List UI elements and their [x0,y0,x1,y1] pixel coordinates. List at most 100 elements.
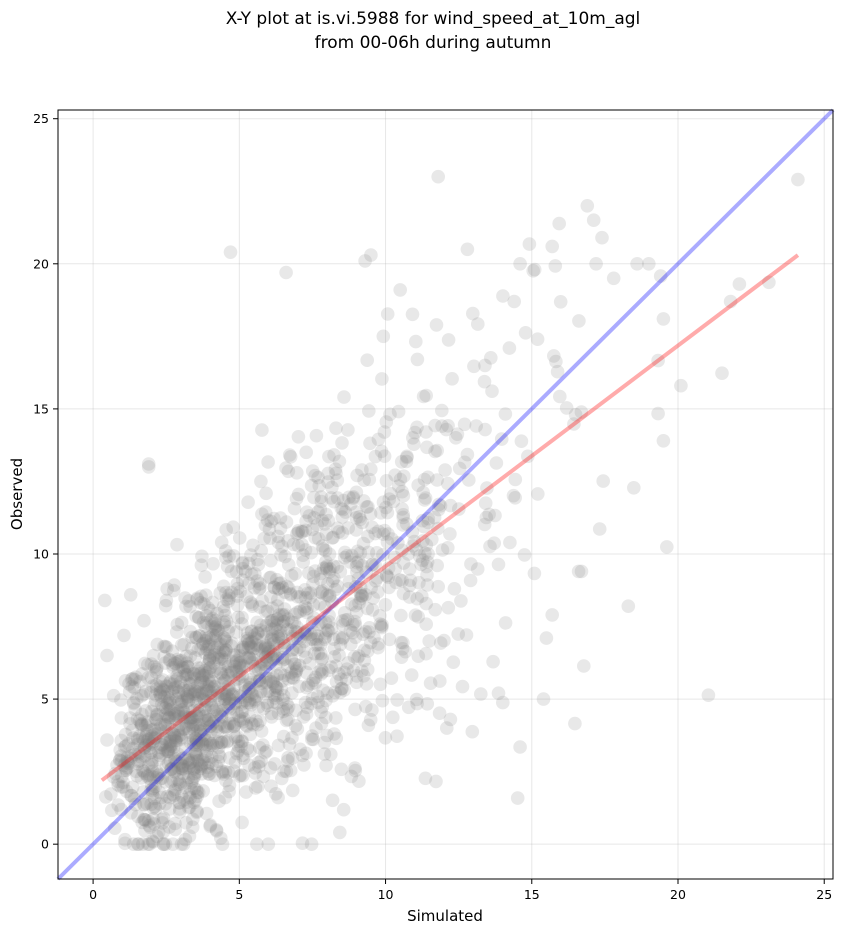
scatter-point [326,559,341,573]
scatter-point [280,579,294,594]
scatter-point [298,695,313,710]
scatter-point [271,706,286,721]
scatter-point [151,722,166,736]
scatter-point [188,684,202,699]
scatter-point [191,664,206,678]
scatter-point [163,702,178,716]
scatter-point [178,705,193,720]
scatter-point [190,591,204,606]
scatter-point [136,837,150,851]
scatter-point [144,670,159,685]
scatter-point [285,631,300,646]
scatter-point [185,719,200,734]
scatter-point [272,608,287,622]
scatter-point [199,588,213,602]
scatter-point [177,722,192,736]
scatter-point [295,836,310,850]
scatter-point [221,679,236,693]
scatter-point [467,359,481,374]
scatter-point [270,624,285,639]
scatter-point [421,470,435,485]
scatter-point [112,753,127,768]
scatter-point [314,705,328,719]
scatter-point [324,747,338,762]
scatter-point [327,727,341,741]
scatter-point [285,615,299,629]
scatter-point [199,629,213,643]
scatter-point [153,720,168,735]
scatter-point [210,606,224,621]
scatter-point [137,613,151,628]
scatter-point [146,812,160,826]
scatter-point [441,333,456,347]
scatter-point [371,432,386,447]
scatter-point [237,712,251,726]
scatter-point [160,717,175,731]
scatter-point [319,527,334,541]
scatter-point [220,719,234,734]
scatter-point [121,756,136,771]
scatter-point [124,788,138,803]
scatter-point [226,717,240,731]
scatter-point [239,718,254,732]
scatter-point [175,694,189,708]
scatter-point [335,436,349,450]
scatter-point [253,714,267,728]
scatter-point [154,690,168,704]
scatter-point [207,714,221,729]
scatter-point [357,669,371,683]
scatter-point [136,687,150,702]
scatter-point [302,566,316,580]
scatter-point [450,427,465,442]
scatter-point [266,675,280,689]
scatter-point [247,659,262,674]
scatter-point [153,688,168,702]
scatter-point [236,640,250,654]
scatter-point [177,664,192,678]
scatter-point [153,674,167,689]
scatter-point [267,636,281,650]
scatter-point [177,683,192,698]
scatter-point [514,434,529,449]
scatter-point [217,618,231,632]
scatter-point [410,352,425,367]
scatter-point [198,663,212,678]
scatter-point [209,719,224,733]
scatter-point [241,650,256,664]
scatter-point [220,665,234,680]
scatter-point [348,618,363,632]
scatter-point [315,586,330,600]
scatter-point [330,560,345,574]
scatter-point [329,711,343,725]
scatter-point [167,747,181,762]
scatter-point [131,757,145,771]
scatter-point [332,525,346,539]
scatter-point [349,675,364,690]
scatter-point [119,739,133,753]
scatter-point [364,248,378,262]
scatter-point [360,353,375,368]
scatter-point [330,473,345,488]
scatter-point [462,473,476,487]
scatter-point [418,491,433,505]
scatter-point [408,425,422,440]
scatter-point [319,554,333,569]
scatter-point [266,652,281,667]
scatter-point [265,614,280,628]
scatter-point [384,486,398,501]
scatter-point [319,758,333,773]
scatter-point [411,610,426,624]
scatter-point [203,719,218,734]
scatter-point [228,696,242,711]
scatter-point [176,766,191,781]
scatter-point [181,753,195,768]
scatter-point [232,660,247,675]
scatter-point [210,688,225,703]
scatter-point [277,764,291,778]
scatter-point [114,733,129,748]
scatter-point [405,307,420,322]
scatter-point [335,632,350,646]
scatter-point [160,697,175,711]
scatter-point [316,542,331,556]
scatter-point [252,740,267,755]
